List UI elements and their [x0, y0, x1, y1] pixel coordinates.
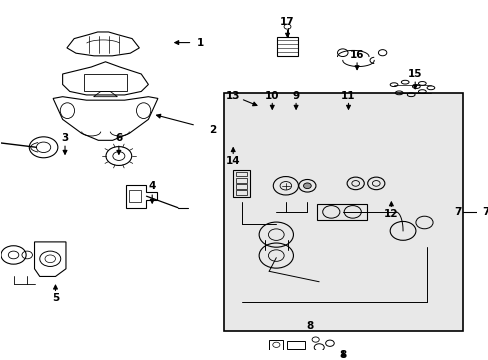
Bar: [236, 178, 246, 183]
Text: 13: 13: [225, 91, 240, 101]
Text: 6: 6: [115, 132, 122, 143]
Text: 17: 17: [280, 17, 294, 27]
Text: 2: 2: [209, 125, 216, 135]
Text: 1: 1: [197, 37, 204, 48]
Bar: [223, 93, 462, 330]
Bar: [286, 341, 305, 349]
Bar: [128, 190, 141, 202]
Text: 16: 16: [349, 50, 364, 60]
Text: 12: 12: [384, 209, 398, 219]
Bar: [277, 37, 297, 56]
Text: 15: 15: [407, 69, 422, 79]
Bar: [233, 170, 249, 197]
Text: 3: 3: [61, 132, 68, 143]
Text: 9: 9: [292, 91, 299, 101]
Text: 10: 10: [264, 91, 279, 101]
Circle shape: [303, 183, 310, 189]
Bar: [236, 184, 246, 189]
Text: 11: 11: [341, 91, 355, 101]
Text: 5: 5: [52, 293, 59, 303]
Text: 4: 4: [148, 181, 156, 192]
Text: 14: 14: [225, 156, 240, 166]
Text: 7: 7: [453, 207, 461, 217]
Bar: [236, 172, 246, 176]
Bar: [84, 74, 127, 91]
Bar: [269, 339, 283, 350]
Bar: [236, 190, 246, 195]
Text: 8: 8: [339, 351, 346, 360]
Text: 7: 7: [481, 207, 488, 217]
Text: 8: 8: [306, 321, 313, 331]
